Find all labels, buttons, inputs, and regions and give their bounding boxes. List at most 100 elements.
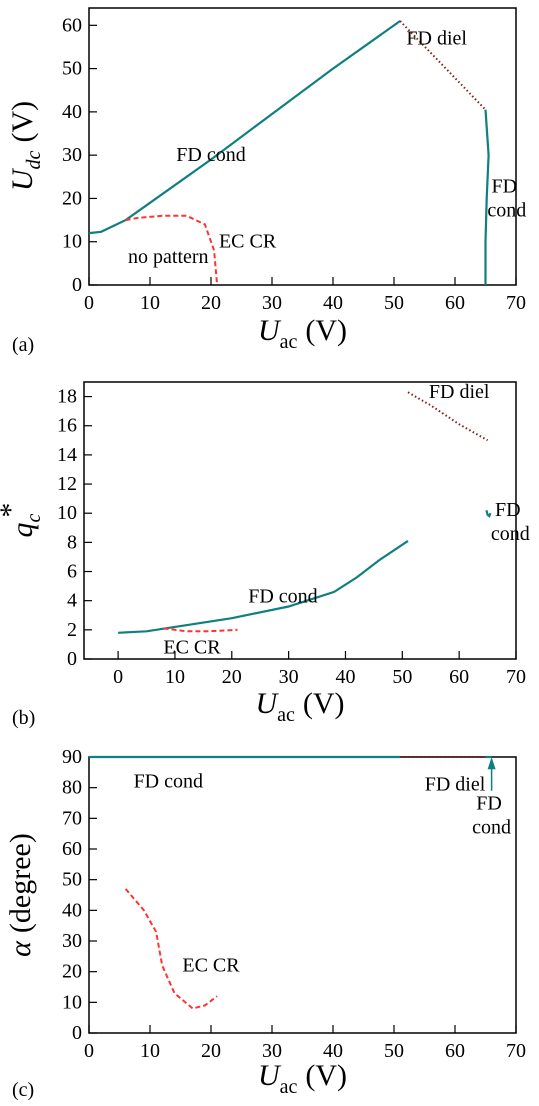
series-label: FD cond — [176, 144, 245, 166]
series-line — [407, 391, 489, 442]
axis-subscript: ac — [280, 1076, 298, 1098]
series-label: EC CR — [163, 636, 221, 658]
y-tick-label: 40 — [62, 101, 82, 123]
x-tick-label: 70 — [506, 292, 526, 314]
x-tick-label: 10 — [140, 1040, 160, 1062]
series-line — [485, 510, 492, 518]
y-tick-label: 60 — [62, 838, 82, 860]
series-line — [399, 20, 487, 111]
y-axis-label: Udc (V) — [6, 101, 45, 191]
y-tick-label: 50 — [62, 58, 82, 80]
x-tick-label: 0 — [84, 1040, 94, 1062]
series-line — [88, 20, 401, 235]
series-label: EC CR — [182, 955, 240, 977]
y-tick-label: 70 — [62, 807, 82, 829]
panel-label: (a) — [12, 334, 34, 356]
x-axis-label: Uac (V) — [258, 314, 347, 353]
x-tick-label: 40 — [335, 666, 355, 688]
panel-label: (c) — [12, 1079, 34, 1101]
y-tick-label: 4 — [67, 590, 77, 612]
axis-symbol: q — [6, 522, 39, 537]
axis-symbol: U — [6, 167, 39, 191]
axis-symbol: U — [255, 687, 279, 720]
plot-frame — [83, 381, 517, 660]
series-line — [125, 214, 219, 286]
annotation-arrowhead — [487, 757, 496, 770]
axis-subscript: dc — [23, 150, 45, 169]
x-tick-label: 70 — [506, 666, 526, 688]
x-tick-label: 20 — [201, 1040, 221, 1062]
x-tick-label: 10 — [140, 292, 160, 314]
axis-superscript: * — [0, 503, 27, 518]
x-tick-label: 50 — [392, 666, 412, 688]
y-axis-label: qc* — [0, 503, 45, 538]
y-tick-label: 30 — [62, 144, 82, 166]
plot-frame — [88, 7, 517, 286]
y-tick-label: 10 — [62, 991, 82, 1013]
axis-symbol: α — [4, 940, 37, 957]
y-tick-label: 6 — [67, 561, 77, 583]
axis-unit: (V) — [303, 687, 345, 720]
x-tick-label: 50 — [384, 1040, 404, 1062]
series-line — [124, 888, 218, 1010]
series-label: FD cond — [248, 585, 317, 607]
y-axis-label: α (degree) — [4, 833, 37, 957]
x-tick-label: 40 — [323, 292, 343, 314]
series-label: FD cond — [491, 499, 530, 545]
y-axis-label-group: α (degree) — [4, 833, 37, 957]
x-tick-label: 70 — [506, 1040, 526, 1062]
axis-subscript: ac — [277, 704, 295, 726]
series-label: FD cond — [472, 792, 511, 838]
y-tick-label: 18 — [57, 386, 77, 408]
x-tick-label: 60 — [445, 1040, 465, 1062]
x-axis-label: Uac (V) — [255, 687, 344, 726]
x-axis-label: Uac (V) — [258, 1059, 347, 1098]
y-tick-label: 40 — [62, 899, 82, 921]
series-label: FD diel — [429, 381, 490, 403]
axis-unit: (degree) — [4, 833, 37, 933]
y-tick-label: 20 — [62, 961, 82, 983]
axis-subscript: c — [23, 513, 45, 522]
panel-label: (b) — [12, 707, 35, 729]
plot-frame — [88, 756, 517, 1034]
y-axis-label-group: Udc (V) — [6, 101, 45, 191]
series-label: FD cond — [487, 175, 526, 221]
axis-symbol: U — [258, 314, 282, 347]
y-tick-label: 30 — [62, 930, 82, 952]
series-line — [163, 627, 238, 633]
y-tick-label: 80 — [62, 777, 82, 799]
y-tick-label: 60 — [62, 14, 82, 36]
y-tick-label: 0 — [72, 274, 82, 296]
series-line — [118, 539, 409, 634]
y-tick-label: 50 — [62, 869, 82, 891]
y-axis-label-group: qc* — [0, 503, 45, 538]
y-tick-label: 8 — [67, 531, 77, 553]
axis-unit: (V) — [305, 314, 347, 347]
y-tick-label: 10 — [57, 502, 77, 524]
series-label: EC CR — [219, 231, 277, 253]
x-tick-label: 30 — [279, 666, 299, 688]
region-label: no pattern — [128, 246, 209, 268]
x-tick-label: 30 — [262, 292, 282, 314]
series-line — [484, 109, 490, 285]
axis-unit: (V) — [305, 1059, 347, 1092]
x-tick-label: 60 — [445, 292, 465, 314]
axis-unit: (V) — [6, 101, 39, 143]
x-tick-label: 0 — [84, 292, 94, 314]
x-tick-label: 30 — [262, 1040, 282, 1062]
axis-subscript: ac — [280, 331, 298, 353]
x-tick-label: 20 — [201, 292, 221, 314]
y-tick-label: 0 — [72, 1022, 82, 1044]
x-tick-label: 60 — [449, 666, 469, 688]
y-tick-label: 14 — [57, 444, 77, 466]
x-tick-label: 10 — [165, 666, 185, 688]
series-label: FD diel — [406, 27, 467, 49]
x-tick-label: 0 — [113, 666, 123, 688]
x-tick-label: 20 — [222, 666, 242, 688]
y-tick-label: 90 — [62, 746, 82, 768]
y-tick-label: 20 — [62, 187, 82, 209]
x-tick-label: 40 — [323, 1040, 343, 1062]
series-label: FD diel — [425, 774, 486, 796]
axis-symbol: U — [258, 1059, 282, 1092]
